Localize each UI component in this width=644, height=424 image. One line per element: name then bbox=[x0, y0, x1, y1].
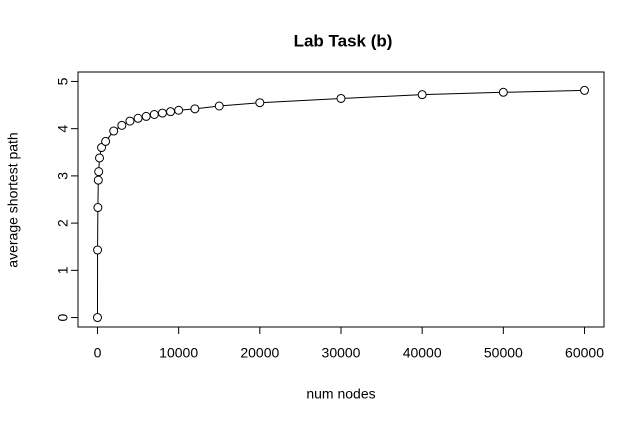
data-point bbox=[141, 111, 151, 121]
data-point bbox=[133, 113, 143, 123]
data-point bbox=[417, 90, 427, 100]
data-point bbox=[190, 104, 200, 114]
y-axis-label: average shortest path bbox=[5, 132, 21, 267]
x-tick-label: 10000 bbox=[159, 345, 198, 361]
data-point bbox=[580, 85, 590, 95]
data-point bbox=[498, 87, 508, 97]
data-point bbox=[93, 203, 103, 213]
data-line bbox=[96, 89, 585, 318]
x-tick-label: 40000 bbox=[403, 345, 442, 361]
data-point bbox=[95, 153, 105, 163]
x-tick-label: 0 bbox=[94, 345, 102, 361]
x-tick-label: 50000 bbox=[484, 345, 523, 361]
data-point bbox=[93, 175, 103, 185]
data-point bbox=[125, 116, 135, 126]
y-tick-label: 0 bbox=[55, 313, 71, 321]
data-point bbox=[101, 136, 111, 146]
data-point bbox=[93, 245, 103, 255]
x-tick-label: 30000 bbox=[322, 345, 361, 361]
data-point bbox=[94, 167, 104, 177]
plot-box bbox=[77, 71, 605, 328]
data-point bbox=[149, 110, 159, 119]
data-point bbox=[166, 107, 176, 117]
data-point bbox=[157, 108, 167, 118]
chart-title: Lab Task (b) bbox=[294, 31, 393, 50]
data-point bbox=[92, 313, 102, 323]
data-point bbox=[336, 93, 346, 103]
y-tick-label: 3 bbox=[55, 172, 71, 180]
x-axis-label: num nodes bbox=[306, 386, 375, 402]
x-tick-label: 60000 bbox=[565, 345, 604, 361]
data-point bbox=[109, 126, 119, 136]
data-point bbox=[97, 143, 107, 153]
y-tick-label: 4 bbox=[55, 125, 71, 133]
y-tick-label: 1 bbox=[55, 266, 71, 274]
data-point bbox=[214, 101, 224, 111]
data-point bbox=[174, 105, 184, 115]
y-tick-label: 5 bbox=[55, 77, 71, 85]
data-point bbox=[255, 98, 265, 108]
x-tick-label: 20000 bbox=[240, 345, 279, 361]
data-point bbox=[117, 120, 127, 130]
y-tick-label: 2 bbox=[55, 219, 71, 227]
